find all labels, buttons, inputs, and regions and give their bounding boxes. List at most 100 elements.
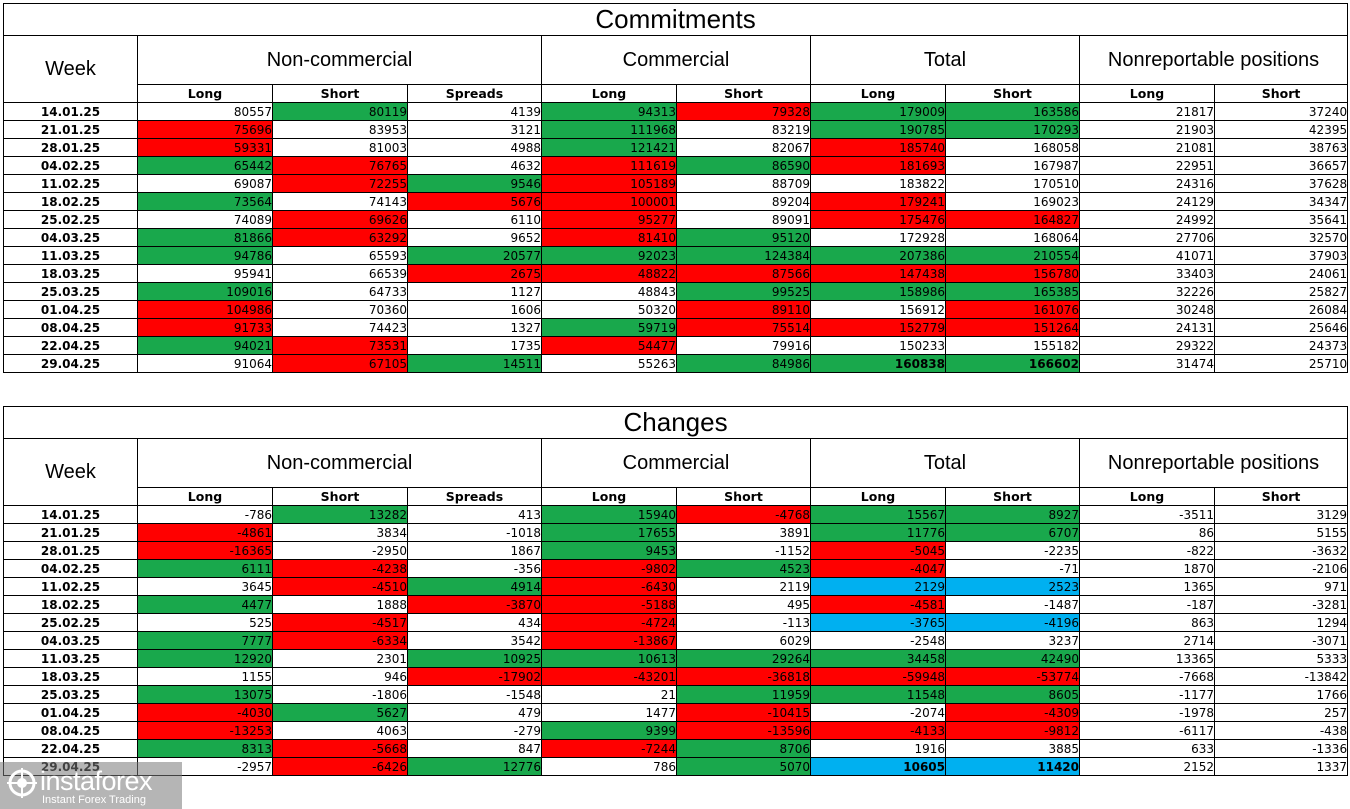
value-cell: 11420 — [945, 757, 1080, 776]
value-cell: 89110 — [676, 300, 811, 319]
value-cell: -59948 — [810, 667, 946, 686]
value-cell: 946 — [272, 667, 408, 686]
table-row: 14.01.25 -786 13282 413 15940 -4768 15567 8927-… — [3, 505, 1349, 524]
value-cell: 170510 — [945, 174, 1080, 193]
value-cell: 111968 — [541, 120, 677, 139]
value-cell: -13842 — [1213, 667, 1349, 686]
value-cell: 847 — [407, 739, 542, 758]
week-cell: 18.03.25 — [3, 667, 138, 686]
value-cell: 971 — [1213, 577, 1349, 596]
value-cell: 5627 — [272, 703, 408, 722]
value-cell: -4309 — [945, 703, 1080, 722]
value-cell: 81866 — [137, 228, 273, 247]
value-cell: 95277 — [541, 210, 677, 229]
value-cell: 24992 — [1079, 210, 1215, 229]
value-cell: 72255 — [272, 174, 408, 193]
value-cell: 34458 — [810, 649, 946, 668]
week-cell: 21.01.25 — [3, 523, 138, 542]
week-cell: 18.02.25 — [3, 595, 138, 614]
value-cell: 9453 — [541, 541, 677, 560]
value-cell: -4724 — [541, 613, 677, 632]
value-cell: 32226 — [1079, 282, 1215, 301]
instaforex-watermark: instaforex Instant Forex Trading — [0, 762, 182, 809]
value-cell: 5676 — [407, 192, 542, 211]
changes-body: 14.01.25 -786 13282 413 15940 -4768 15567 8927-… — [3, 505, 1349, 776]
value-cell: 38763 — [1213, 138, 1349, 157]
value-cell: -6426 — [272, 757, 408, 776]
value-cell: 42395 — [1213, 120, 1349, 139]
value-cell: 9399 — [541, 721, 677, 740]
subheader-spreads: Spreads — [407, 487, 542, 506]
value-cell: 70360 — [272, 300, 408, 319]
table-row: 11.02.25 69087 72255 9546 105189 88709 183822 1… — [3, 174, 1349, 193]
week-cell: 11.03.25 — [3, 246, 138, 265]
value-cell: 22951 — [1079, 156, 1215, 175]
value-cell: 207386 — [810, 246, 946, 265]
value-cell: -822 — [1079, 541, 1215, 560]
value-cell: 86590 — [676, 156, 811, 175]
value-cell: 6111 — [137, 559, 273, 578]
value-cell: -1978 — [1079, 703, 1215, 722]
value-cell: -786 — [137, 505, 273, 524]
value-cell: 5155 — [1213, 523, 1349, 542]
value-cell: 74089 — [137, 210, 273, 229]
value-cell: 33403 — [1079, 264, 1215, 283]
group-header-commercial: Commercial — [541, 438, 811, 488]
value-cell: 83219 — [676, 120, 811, 139]
value-cell: 59331 — [137, 138, 273, 157]
value-cell: 13365 — [1079, 649, 1215, 668]
value-cell: 5070 — [676, 757, 811, 776]
value-cell: 168058 — [945, 138, 1080, 157]
instaforex-logo-icon — [7, 768, 37, 798]
value-cell: 34347 — [1213, 192, 1349, 211]
value-cell: 37240 — [1213, 102, 1349, 121]
week-cell: 18.03.25 — [3, 264, 138, 283]
value-cell: 152779 — [810, 318, 946, 337]
watermark-name: instaforex — [40, 766, 153, 796]
value-cell: 1327 — [407, 318, 542, 337]
week-cell: 25.02.25 — [3, 613, 138, 632]
week-cell: 01.04.25 — [3, 703, 138, 722]
section-title: Changes — [2, 406, 1349, 439]
table-row: 29.04.25-2957-64261277678650701060511420… — [3, 757, 1349, 776]
value-cell: 21903 — [1079, 120, 1215, 139]
value-cell: 2301 — [272, 649, 408, 668]
value-cell: 80557 — [137, 102, 273, 121]
value-cell: 165385 — [945, 282, 1080, 301]
value-cell: 1127 — [407, 282, 542, 301]
group-header-non-commercial: Non-commercial — [137, 438, 542, 488]
value-cell: 87566 — [676, 264, 811, 283]
value-cell: 179241 — [810, 192, 946, 211]
value-cell: 8313 — [137, 739, 273, 758]
value-cell: 84986 — [676, 354, 811, 373]
value-cell: -3632 — [1213, 541, 1349, 560]
value-cell: 25710 — [1213, 354, 1349, 373]
value-cell: 9546 — [407, 174, 542, 193]
value-cell: 104986 — [137, 300, 273, 319]
value-cell: 4063 — [272, 721, 408, 740]
table-row: 25.02.25 74089 69626 6110 95277 89091 175476 16… — [3, 210, 1349, 229]
value-cell: 29322 — [1079, 336, 1215, 355]
value-cell: 185740 — [810, 138, 946, 157]
value-cell: 3237 — [945, 631, 1080, 650]
value-cell: 89204 — [676, 192, 811, 211]
table-row: 25.03.25 109016 64733 1127 48843 99525 158986 1… — [3, 282, 1349, 301]
table-row: 18.02.25 4477 1888 -3870 -5188 495 -4581 -1487-… — [3, 595, 1349, 614]
group-header-total: Total — [810, 35, 1080, 85]
value-cell: 161076 — [945, 300, 1080, 319]
value-cell: 75514 — [676, 318, 811, 337]
value-cell: 1888 — [272, 595, 408, 614]
value-cell: -3765 — [810, 613, 946, 632]
table-row: 04.03.25 7777 -6334 3542 -13867 6029 -2548 3237… — [3, 631, 1349, 650]
value-cell: -1152 — [676, 541, 811, 560]
week-cell: 04.02.25 — [3, 559, 138, 578]
value-cell: 79916 — [676, 336, 811, 355]
value-cell: 1735 — [407, 336, 542, 355]
value-cell: 91733 — [137, 318, 273, 337]
value-cell: 21817 — [1079, 102, 1215, 121]
subheader-long: Long — [1079, 487, 1215, 506]
week-cell: 25.02.25 — [3, 210, 138, 229]
value-cell: 15940 — [541, 505, 677, 524]
value-cell: 12920 — [137, 649, 273, 668]
value-cell: 1337 — [1213, 757, 1349, 776]
